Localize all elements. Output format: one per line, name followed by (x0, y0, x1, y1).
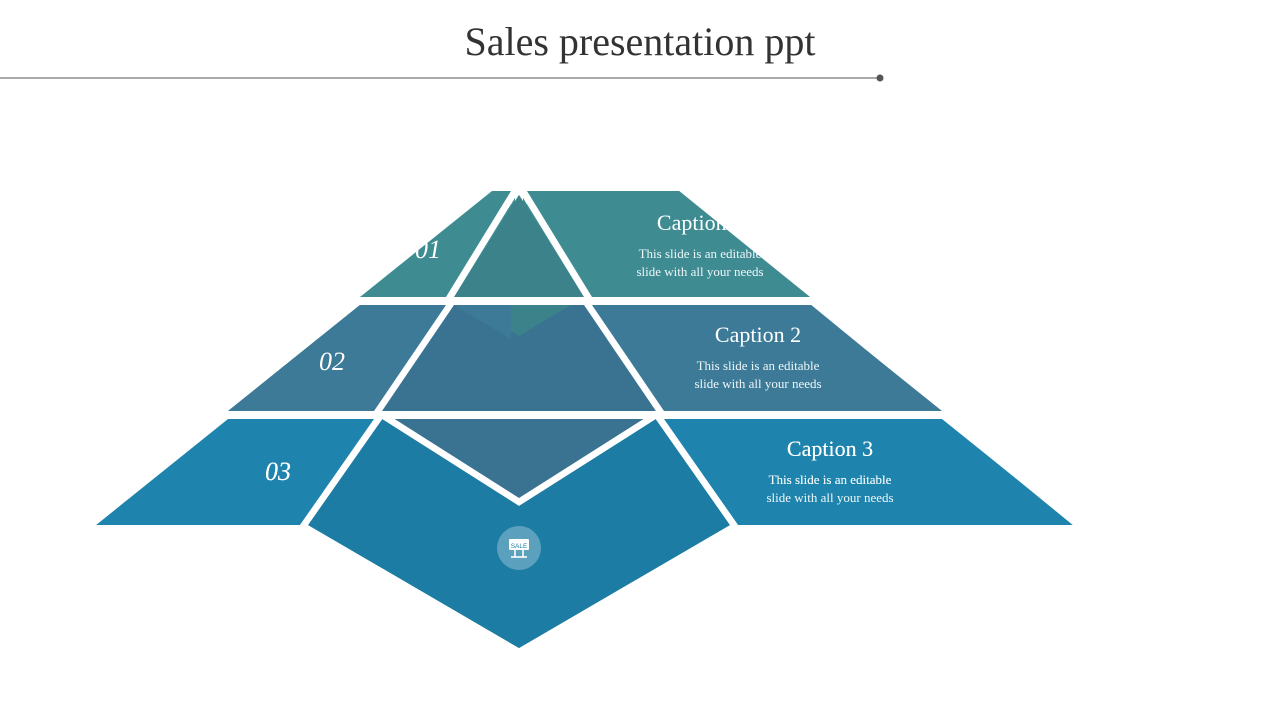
row-1-desc1-t: This slide is an editable (639, 246, 762, 261)
row-2-desc2-t: slide with all your needs (694, 376, 821, 391)
row-1-number-t: 01 (415, 235, 441, 264)
row-3-number-t: 03 (265, 457, 291, 486)
pyramid-diagram: 01 Caption 1 This slide is an editable s… (0, 0, 1280, 720)
row-3-caption-t: Caption 3 (787, 436, 873, 461)
row-1-desc2-t: slide with all your needs (636, 264, 763, 279)
row-2-desc1-t: This slide is an editable (697, 358, 820, 373)
row-1-caption-t: Caption 1 (657, 210, 743, 235)
row-2-caption-t: Caption 2 (715, 322, 801, 347)
row-3-desc1-t: This slide is an editable (769, 472, 892, 487)
gap-h1c (0, 297, 1280, 305)
gap-h2c (0, 411, 1280, 419)
sale-text: SALE (511, 543, 528, 550)
row-3-desc2: slide with all your needs (766, 490, 893, 505)
sale-sign-icon: SALE (497, 526, 541, 570)
row1-left-trim (200, 190, 360, 297)
row-2-number-t: 02 (319, 347, 345, 376)
